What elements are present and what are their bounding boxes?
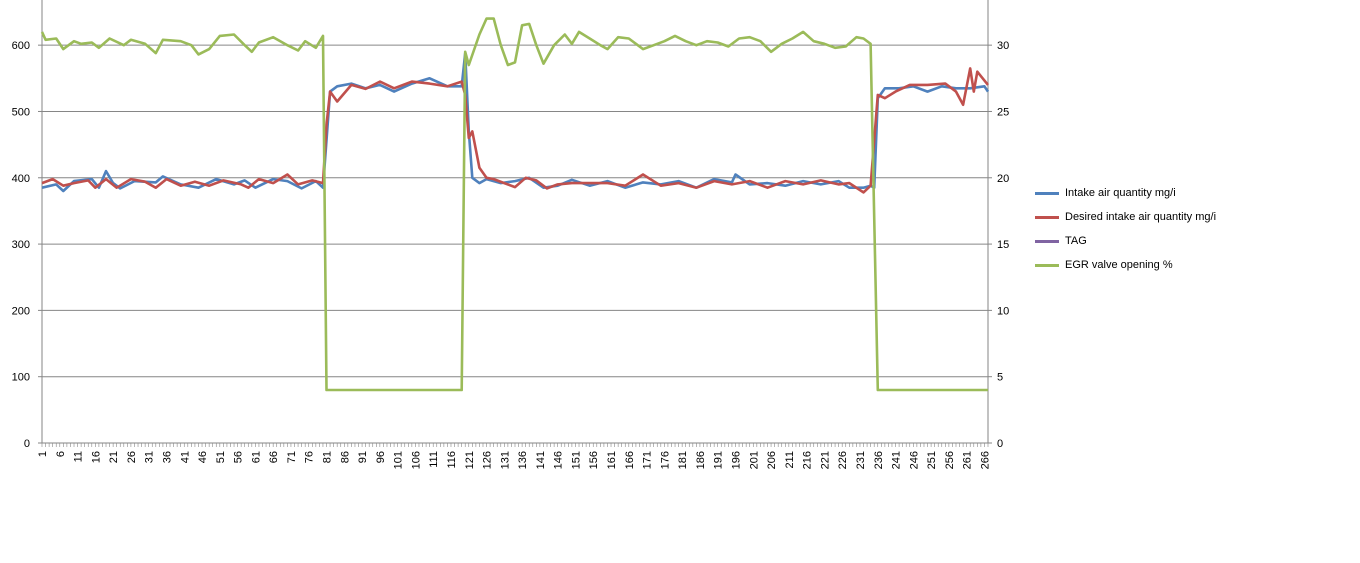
y-left-tick-label: 100 (12, 372, 30, 384)
x-tick-label: 136 (517, 451, 529, 469)
y-left-tick-label: 200 (12, 305, 30, 317)
x-tick-label: 211 (784, 451, 796, 469)
x-tick-label: 156 (588, 451, 600, 469)
x-tick-label: 66 (268, 451, 280, 463)
x-tick-label: 61 (250, 451, 262, 463)
x-tick-label: 91 (357, 451, 369, 463)
x-tick-label: 261 (962, 451, 974, 469)
x-tick-label: 11 (73, 451, 85, 462)
x-tick-label: 186 (695, 451, 707, 469)
x-tick-label: 56 (233, 451, 245, 463)
legend-item: EGR valve opening % (1035, 253, 1335, 277)
legend-item: Intake air quantity mg/i (1035, 181, 1335, 205)
x-tick-label: 221 (819, 451, 831, 469)
x-tick-label: 231 (855, 451, 867, 469)
x-tick-label: 131 (499, 451, 511, 469)
x-tick-label: 171 (642, 451, 654, 469)
x-tick-label: 161 (606, 451, 618, 469)
y-right-tick-label: 15 (997, 239, 1009, 251)
x-tick-label: 6 (55, 451, 67, 457)
x-tick-label: 236 (873, 451, 885, 469)
x-tick-label: 251 (926, 451, 938, 469)
x-tick-label: 46 (197, 451, 209, 463)
x-tick-label: 256 (944, 451, 956, 469)
legend-label: TAG (1065, 235, 1087, 247)
x-tick-label: 86 (339, 451, 351, 463)
y-right-tick-label: 5 (997, 372, 1003, 384)
x-tick-label: 196 (730, 451, 742, 469)
x-tick-label: 81 (322, 451, 334, 463)
legend-swatch (1035, 215, 1059, 219)
x-tick-label: 36 (161, 451, 173, 463)
x-tick-label: 166 (624, 451, 636, 469)
x-tick-label: 16 (90, 451, 102, 463)
x-tick-label: 101 (393, 451, 405, 469)
x-tick-label: 26 (126, 451, 138, 463)
legend-swatch (1035, 239, 1059, 243)
x-tick-label: 226 (837, 451, 849, 469)
x-tick-label: 76 (304, 451, 316, 463)
x-tick-label: 126 (482, 451, 494, 469)
x-tick-label: 121 (464, 451, 476, 469)
legend-item: TAG (1035, 229, 1335, 253)
x-tick-label: 206 (766, 451, 778, 469)
y-right-tick-label: 0 (997, 438, 1003, 450)
legend-swatch (1035, 263, 1059, 267)
x-tick-label: 151 (570, 451, 582, 469)
x-tick-label: 51 (215, 451, 227, 463)
y-left-tick-label: 500 (12, 106, 30, 118)
series-line-3 (40, 17, 988, 392)
legend-item: Desired intake air quantity mg/i (1035, 205, 1335, 229)
y-left-tick-label: 600 (12, 40, 30, 52)
y-right-tick-label: 25 (997, 106, 1009, 118)
y-left-tick-label: 400 (12, 173, 30, 185)
y-left-tick-label: 300 (12, 239, 30, 251)
legend-label: Desired intake air quantity mg/i (1065, 211, 1217, 223)
series-line-1 (41, 67, 990, 194)
x-tick-label: 111 (428, 451, 440, 468)
x-tick-label: 31 (144, 451, 156, 463)
series-line-0 (41, 51, 990, 193)
y-right-tick-label: 10 (997, 305, 1009, 317)
x-tick-label: 71 (286, 451, 298, 463)
x-tick-label: 241 (891, 451, 903, 469)
x-tick-label: 191 (713, 451, 725, 469)
y-left-tick-label: 0 (24, 438, 30, 450)
x-tick-label: 21 (108, 451, 120, 463)
legend-label: Intake air quantity mg/i (1065, 187, 1176, 199)
y-right-tick-label: 30 (997, 40, 1009, 52)
legend-swatch (1035, 191, 1059, 195)
x-tick-label: 116 (446, 451, 458, 469)
y-right-tick-label: 20 (997, 173, 1009, 185)
x-tick-label: 106 (410, 451, 422, 469)
x-tick-label: 266 (979, 451, 991, 469)
x-tick-label: 176 (659, 451, 671, 469)
x-tick-label: 201 (748, 451, 760, 469)
x-tick-label: 1 (37, 451, 49, 457)
x-tick-label: 181 (677, 451, 689, 469)
legend-label: EGR valve opening % (1065, 259, 1173, 271)
x-tick-label: 146 (553, 451, 565, 469)
x-tick-label: 246 (908, 451, 920, 469)
x-tick-label: 141 (535, 451, 547, 469)
x-tick-label: 216 (802, 451, 814, 469)
legend: Intake air quantity mg/i Desired intake a… (1035, 181, 1335, 277)
x-tick-label: 96 (375, 451, 387, 463)
x-tick-label: 41 (179, 451, 191, 463)
